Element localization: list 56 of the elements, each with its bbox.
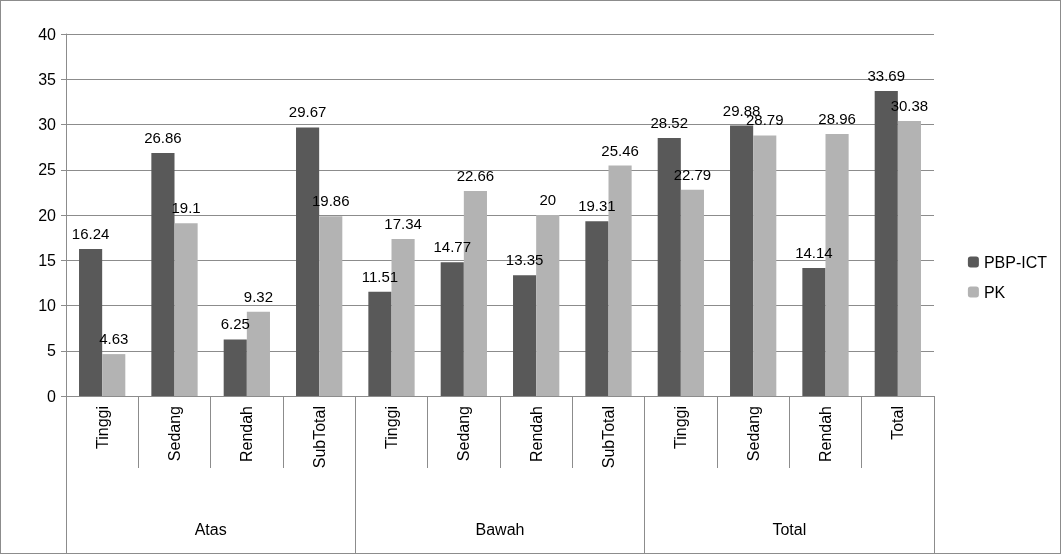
y-tick-label: 0 xyxy=(47,387,57,405)
data-label: 9.32 xyxy=(243,287,274,305)
x-tick-label: Rendah xyxy=(817,406,834,463)
data-label: 14.77 xyxy=(433,238,472,256)
y-tick-label: 15 xyxy=(38,251,57,269)
x-tick-label: Total xyxy=(889,406,907,440)
data-label: 25.46 xyxy=(601,141,639,159)
x-tick-label: SubTotal xyxy=(310,406,328,469)
data-label: 29.67 xyxy=(288,103,327,121)
data-label: 13.35 xyxy=(505,251,544,269)
bar xyxy=(319,216,343,396)
bar xyxy=(174,223,198,396)
x-tick-label: Tinggi xyxy=(672,406,690,449)
data-label: 28.96 xyxy=(818,109,856,127)
x-tick-label: Sedang xyxy=(166,406,183,462)
x-tick-label: Rendah xyxy=(527,406,545,463)
x-tick-label: Tinggi xyxy=(93,406,111,449)
x-tick-label: Tinggi xyxy=(383,406,400,449)
bar xyxy=(223,339,247,396)
text: Atas xyxy=(194,520,227,538)
data-label: 26.86 xyxy=(144,128,182,146)
data-label: 17.34 xyxy=(384,215,422,233)
bar xyxy=(102,354,126,396)
bar xyxy=(802,268,826,396)
data-label: 16.24 xyxy=(71,225,110,243)
bar xyxy=(680,189,704,396)
x-tick-label: SubTotal xyxy=(600,406,617,469)
data-label: 20 xyxy=(539,191,557,208)
text: Bawah xyxy=(475,520,525,538)
data-label: 19.31 xyxy=(578,197,616,215)
bar xyxy=(897,121,921,396)
x-tick-label: Rendah xyxy=(238,406,256,463)
data-label: 22.66 xyxy=(456,166,495,184)
legend-label: PK xyxy=(983,283,1006,301)
data-label: 11.51 xyxy=(361,267,399,285)
x-tick-label: Sedang xyxy=(744,406,762,462)
bar xyxy=(513,275,537,396)
bar xyxy=(440,262,464,396)
y-tick-label: 30 xyxy=(38,116,57,133)
bar xyxy=(368,291,392,396)
y-tick-label: 10 xyxy=(38,297,57,314)
y-tick-label: 35 xyxy=(38,70,57,88)
bar xyxy=(753,135,777,396)
data-label: 6.25 xyxy=(220,315,250,333)
data-label: 33.69 xyxy=(867,67,906,85)
y-tick-label: 40 xyxy=(38,25,57,43)
legend-label: PBP-ICT xyxy=(983,253,1048,271)
y-tick-label: 20 xyxy=(38,206,57,224)
x-tick-label: Sedang xyxy=(455,406,473,462)
data-label: 14.14 xyxy=(795,244,833,262)
bar xyxy=(585,221,609,396)
text: Total xyxy=(772,520,807,538)
data-label: 28.52 xyxy=(650,113,689,131)
bar xyxy=(730,125,754,396)
y-tick-label: 25 xyxy=(38,161,57,179)
y-tick-label: 5 xyxy=(47,342,57,360)
